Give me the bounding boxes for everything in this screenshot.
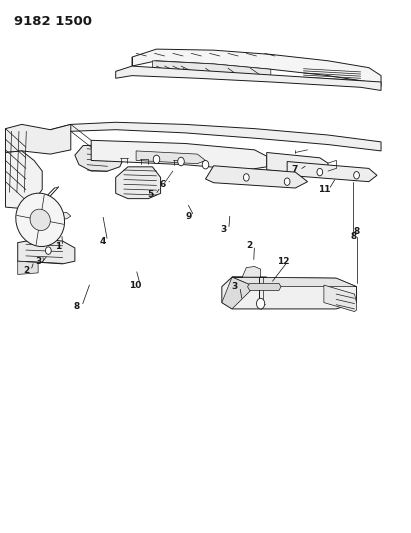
Polygon shape	[55, 213, 71, 220]
Polygon shape	[5, 151, 42, 208]
Polygon shape	[222, 277, 254, 309]
Polygon shape	[287, 161, 377, 182]
Text: 3: 3	[232, 282, 238, 291]
Polygon shape	[18, 261, 38, 274]
Polygon shape	[267, 152, 328, 175]
Polygon shape	[132, 49, 381, 86]
Ellipse shape	[30, 209, 50, 231]
Polygon shape	[51, 122, 381, 151]
Text: 12: 12	[277, 257, 289, 265]
Text: 10: 10	[129, 280, 141, 289]
Text: 1: 1	[55, 242, 61, 251]
Text: 7: 7	[291, 166, 298, 174]
Text: 9: 9	[186, 212, 192, 221]
Polygon shape	[5, 124, 71, 154]
Circle shape	[284, 178, 290, 185]
Polygon shape	[152, 61, 271, 80]
Polygon shape	[324, 285, 356, 312]
Polygon shape	[91, 140, 267, 170]
Text: 2: 2	[247, 241, 253, 250]
Circle shape	[256, 298, 265, 309]
Text: 8: 8	[350, 232, 356, 241]
Polygon shape	[206, 166, 307, 188]
Circle shape	[178, 157, 184, 166]
Ellipse shape	[16, 193, 65, 247]
Text: 9182 1500: 9182 1500	[14, 14, 92, 28]
Text: 2: 2	[23, 266, 29, 275]
Text: 4: 4	[99, 237, 106, 246]
Polygon shape	[222, 277, 356, 309]
Circle shape	[354, 172, 359, 179]
Circle shape	[202, 160, 209, 169]
Polygon shape	[136, 151, 206, 164]
Text: 3: 3	[221, 225, 227, 234]
Polygon shape	[75, 144, 124, 171]
Circle shape	[46, 247, 51, 254]
Polygon shape	[115, 66, 381, 91]
Polygon shape	[232, 277, 356, 287]
Polygon shape	[18, 239, 75, 264]
Polygon shape	[115, 167, 161, 199]
Text: 5: 5	[147, 190, 154, 199]
Text: 6: 6	[159, 180, 166, 189]
Circle shape	[317, 168, 323, 176]
Text: 11: 11	[318, 185, 330, 194]
Circle shape	[153, 155, 160, 164]
Polygon shape	[232, 266, 267, 277]
Text: 8: 8	[353, 227, 360, 236]
Circle shape	[243, 174, 249, 181]
Text: 3: 3	[36, 257, 42, 265]
Text: 8: 8	[74, 302, 80, 311]
Polygon shape	[247, 284, 281, 290]
